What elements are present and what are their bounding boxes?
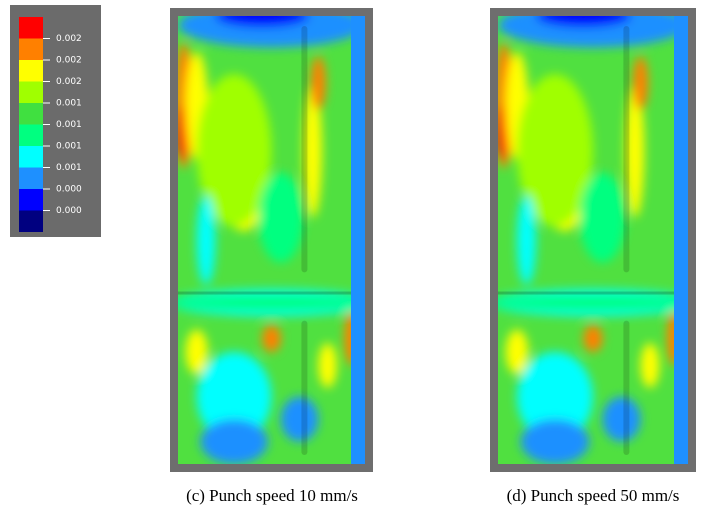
legend-swatch — [19, 125, 43, 147]
contour-region — [641, 343, 660, 388]
flange-edge — [623, 321, 629, 455]
flange-edge — [301, 321, 307, 455]
figure: 0.002 0.002 0.002 0.001 0.001 0.001 0.001 0.000… — [0, 0, 705, 520]
flange-edge — [623, 26, 629, 272]
contour-plot — [479, 3, 705, 464]
contour-region — [185, 330, 207, 375]
legend-label: 0.000 — [56, 206, 82, 216]
legend-label: 0.002 — [56, 77, 82, 87]
legend-label: 0.001 — [56, 142, 82, 152]
legend-label: 0.001 — [56, 120, 82, 130]
contour-region — [281, 397, 318, 442]
figure-canvas: 0.002 0.002 0.002 0.001 0.001 0.001 0.001 0.000… — [0, 0, 705, 520]
contour-region — [580, 173, 626, 263]
legend-label: 0.001 — [56, 99, 82, 109]
legend-swatch — [19, 82, 43, 104]
caption: (c) Punch speed 10 mm/s — [186, 486, 358, 505]
side-strip — [351, 16, 365, 464]
legend-label: 0.000 — [56, 185, 82, 195]
legend-swatch — [19, 17, 43, 39]
rib — [178, 292, 351, 295]
contour-plot — [159, 3, 383, 464]
contour-region — [506, 330, 529, 375]
panels — [159, 3, 705, 472]
flange-edge — [301, 26, 307, 272]
rib — [498, 292, 674, 295]
contour-region — [262, 325, 281, 352]
contour-region — [311, 56, 326, 110]
legend-swatch — [19, 211, 43, 233]
legend-swatch — [19, 60, 43, 82]
contour-region — [479, 295, 705, 311]
legend-swatch — [19, 146, 43, 168]
contour-region — [603, 397, 641, 442]
legend-swatch — [19, 168, 43, 190]
contour-region — [159, 295, 383, 311]
caption: (d) Punch speed 50 mm/s — [507, 486, 680, 505]
legend-swatch — [19, 103, 43, 125]
contour-region — [318, 343, 337, 388]
side-strip — [674, 16, 688, 464]
contour-region — [258, 173, 303, 263]
contour-region — [200, 419, 267, 464]
contour-region — [584, 325, 603, 352]
contour-region — [197, 195, 216, 285]
legend-label: 0.002 — [56, 34, 82, 44]
legend-swatch — [19, 189, 43, 211]
contour-region — [517, 195, 536, 285]
legend-label: 0.001 — [56, 163, 82, 173]
legend-swatch — [19, 39, 43, 61]
legend-swatches — [19, 17, 43, 232]
contour-region — [633, 56, 648, 110]
legend-label: 0.002 — [56, 56, 82, 66]
contour-region — [521, 419, 589, 464]
